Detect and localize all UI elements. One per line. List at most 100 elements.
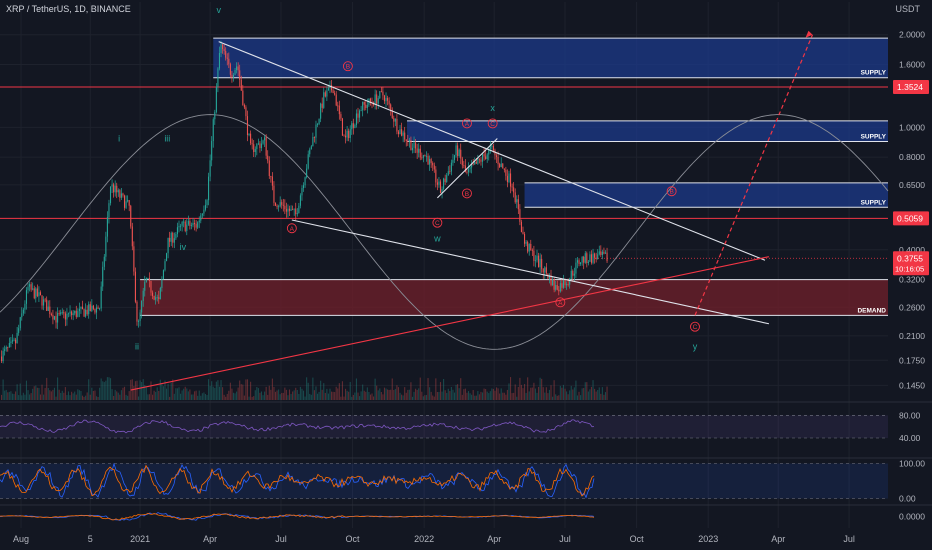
volume-bar: [362, 384, 364, 400]
candle-body: [74, 310, 76, 314]
volume-bar: [228, 390, 230, 400]
volume-bar: [176, 388, 178, 400]
x-tick-label: Aug: [13, 534, 29, 544]
volume-bar: [173, 393, 175, 400]
candle-body: [485, 156, 487, 160]
candle-body: [505, 169, 507, 176]
volume-bar: [4, 390, 6, 400]
candle-body: [183, 221, 185, 223]
volume-bar: [282, 392, 284, 400]
candle-body: [533, 250, 535, 261]
candle-body: [555, 285, 557, 290]
volume-bar: [312, 377, 314, 400]
volume-bar: [306, 377, 308, 400]
candle-body: [550, 275, 552, 286]
volume-bar: [443, 378, 445, 400]
y-tick-label: 0.2600: [899, 302, 925, 312]
volume-bar: [27, 390, 29, 400]
volume-bar: [421, 391, 423, 400]
volume-bar: [418, 388, 420, 400]
volume-bar: [47, 387, 49, 400]
volume-bar: [214, 388, 216, 400]
volume-bar: [279, 394, 281, 400]
candle-body: [276, 205, 278, 207]
y-tick-label: 0.4000: [899, 245, 925, 255]
volume-bar: [477, 391, 479, 400]
candle-body: [145, 278, 147, 282]
x-tick-label: Apr: [771, 534, 785, 544]
volume-bar: [597, 389, 599, 400]
volume-bar: [109, 378, 112, 400]
candle-body: [341, 118, 343, 136]
volume-bar: [195, 390, 197, 400]
candle-body: [499, 164, 501, 168]
indicator-line: [0, 512, 595, 521]
volume-bar: [555, 394, 557, 400]
candle-body: [197, 222, 199, 228]
candle-body: [534, 260, 536, 262]
candle-body: [302, 185, 305, 189]
volume-bar: [133, 385, 135, 400]
volume-bar: [520, 384, 522, 400]
candle-body: [158, 297, 160, 300]
indicator-tick-label: 0.0000: [899, 512, 925, 522]
volume-bar: [99, 387, 101, 400]
candle-body: [566, 284, 568, 286]
volume-bar: [142, 379, 144, 400]
volume-bar: [357, 392, 359, 400]
volume-bar: [117, 392, 119, 400]
candle-body: [411, 147, 414, 151]
volume-bar: [351, 396, 353, 400]
candle-body: [483, 154, 485, 157]
volume-bar: [589, 389, 591, 400]
candle-body: [200, 215, 202, 221]
volume-bar: [198, 390, 200, 400]
candle-body: [544, 267, 546, 273]
candle-body: [18, 328, 20, 333]
volume-bar: [592, 380, 594, 400]
volume-bar: [407, 389, 409, 400]
candle-body: [94, 308, 96, 313]
supply-zone-label: SUPPLY: [861, 70, 887, 77]
level-layer: [0, 86, 888, 259]
wave-label-circle: [462, 188, 472, 199]
candle-body: [58, 313, 60, 315]
volume-bar: [38, 387, 40, 400]
candle-body: [95, 307, 98, 313]
candle-body: [217, 68, 219, 87]
volume-bar: [95, 396, 98, 400]
candle-body: [422, 155, 424, 158]
volume-bar: [373, 396, 375, 400]
wave-label-circle: [286, 223, 297, 234]
indicator-line: [0, 464, 595, 497]
volume-bar: [444, 390, 446, 400]
volume-bar: [250, 381, 252, 400]
x-tick-label: Oct: [346, 534, 361, 544]
candle-body: [376, 94, 378, 104]
x-tick-label: Apr: [203, 534, 217, 544]
volume-bar: [32, 388, 34, 400]
volume-bar: [49, 390, 51, 400]
volume-bar: [293, 390, 295, 400]
current-price-tag: [893, 251, 929, 276]
volume-bar: [30, 393, 32, 400]
candle-body: [306, 168, 308, 178]
volume-bar: [290, 394, 292, 400]
volume-bar: [187, 391, 189, 400]
candle-body: [29, 284, 31, 287]
candle-body: [327, 88, 329, 91]
candle-body: [313, 137, 315, 138]
candle-body: [218, 53, 221, 69]
candle-body: [583, 256, 585, 263]
volume-bar: [349, 381, 351, 400]
volume-bar: [13, 394, 15, 400]
candle-body: [91, 305, 93, 312]
volume-bar: [169, 396, 171, 400]
candle-body: [204, 205, 207, 210]
candle-body: [21, 313, 23, 318]
wave-label: w: [433, 234, 441, 244]
volume-bar: [203, 392, 205, 400]
candle-body: [348, 130, 350, 139]
